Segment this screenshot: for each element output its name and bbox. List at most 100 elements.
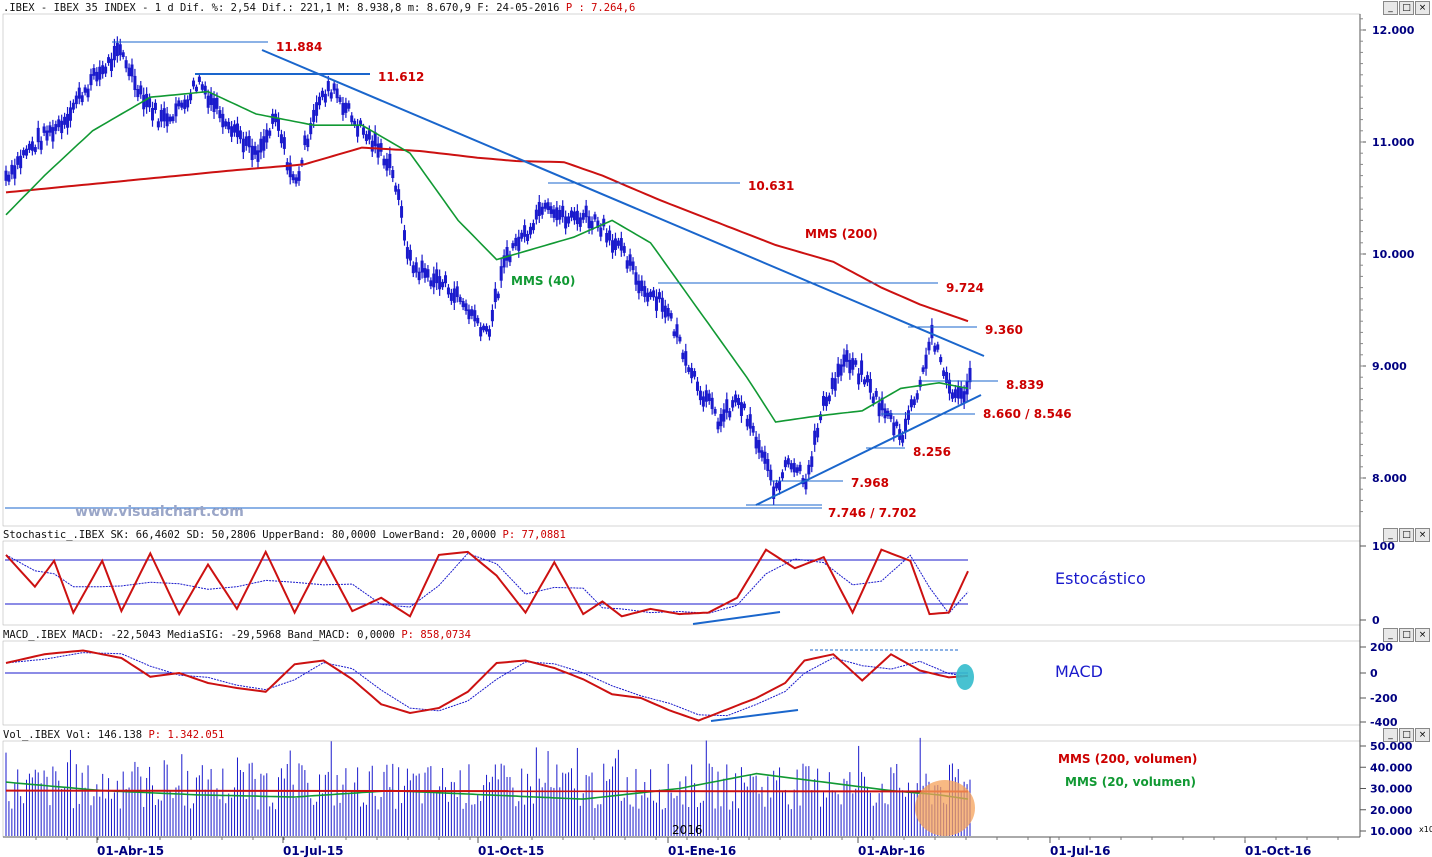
price-candle [613, 238, 617, 250]
maximize-button[interactable]: □ [1399, 1, 1414, 15]
price-candle [693, 371, 697, 377]
price-candle [400, 206, 404, 218]
price-candle [848, 359, 852, 374]
level-label: 11.612 [378, 70, 424, 84]
price-candle [877, 403, 881, 417]
price-candle [912, 399, 916, 406]
price-candle [104, 66, 108, 74]
price-candle [742, 403, 746, 409]
ma40-line [5, 90, 969, 423]
minimize-button[interactable]: _ [1383, 628, 1398, 642]
price-candle [739, 402, 743, 416]
price-candle [312, 109, 316, 122]
date: 24-05-2016 [496, 2, 560, 14]
price-candle [772, 486, 776, 499]
close-button[interactable]: × [1415, 528, 1430, 542]
price-axis: 12.000 11.000 10.000 9.000 8.000 [1360, 18, 1415, 513]
price-window-buttons: _ □ × [1383, 1, 1430, 15]
price-candle [657, 292, 661, 300]
macd-signal-line [5, 652, 969, 717]
price-candle [704, 390, 708, 402]
price-candle [80, 95, 84, 103]
price-candle [323, 93, 327, 103]
price-candle [227, 121, 231, 130]
price-candle [341, 102, 345, 115]
price-candle [956, 386, 960, 399]
price-candle [402, 230, 406, 241]
price-candle [945, 372, 949, 383]
price-candle [701, 396, 705, 407]
price-candle [391, 170, 395, 179]
price-candle [540, 206, 544, 215]
price-candle [927, 341, 931, 351]
price-candle [60, 120, 64, 134]
price-candle [845, 350, 849, 362]
price-candle [798, 464, 802, 472]
price-candle [731, 400, 735, 408]
price-candle [909, 399, 913, 408]
vol200-label: MMS (200, volumen) [1058, 752, 1197, 766]
close-button[interactable]: × [1415, 728, 1430, 742]
price-candle [687, 367, 691, 372]
price-candle [77, 87, 81, 99]
price-candle [153, 102, 157, 110]
price-candle [142, 94, 146, 110]
maximize-button[interactable]: □ [1399, 728, 1414, 742]
price-candle [505, 247, 509, 261]
price-candle [493, 288, 497, 303]
price-candle [101, 65, 105, 75]
price-candle [921, 367, 925, 372]
price-candle [200, 84, 204, 90]
price-candle [751, 425, 755, 433]
price-candle [526, 234, 530, 241]
price-candle [669, 313, 673, 319]
level-label: 7.746 / 7.702 [828, 506, 917, 520]
vol-tick-label: 10.000 [1370, 825, 1413, 838]
price-candle [115, 42, 119, 57]
price-candle [397, 189, 401, 200]
change: 221,1 [300, 2, 332, 14]
minimize-button[interactable]: _ [1383, 528, 1398, 542]
price-candle [165, 113, 169, 127]
price-candle [411, 265, 415, 274]
close-button[interactable]: × [1415, 628, 1430, 642]
price-candle [734, 394, 738, 403]
price-candle [874, 390, 878, 397]
price-header: .IBEX - IBEX 35 INDEX - 1 d Dif. %: 2,54… [3, 2, 636, 14]
price-candle [315, 102, 319, 116]
stoch-axis: 100 0 [1360, 540, 1395, 627]
close-button[interactable]: × [1415, 1, 1430, 15]
price-candle [68, 107, 72, 121]
price-candle [426, 269, 430, 278]
stoch-panel[interactable] [2, 540, 1361, 626]
price-tick-label: 8.000 [1372, 472, 1407, 485]
minimize-button[interactable]: _ [1383, 1, 1398, 15]
price-candle [291, 174, 295, 181]
price-candle [567, 216, 571, 224]
price-candle [649, 291, 653, 298]
price-candle [813, 430, 817, 445]
price-candle [39, 140, 43, 150]
price-candle [36, 127, 40, 143]
price-candle [883, 408, 887, 419]
price-candle [414, 262, 418, 273]
price-candle [737, 397, 741, 405]
price-candle [19, 155, 23, 169]
price-candle [716, 421, 720, 430]
price-candle [107, 57, 111, 63]
price-candle [962, 391, 966, 404]
price-candle [271, 113, 275, 124]
price-candle [643, 286, 647, 297]
price-candle [690, 367, 694, 379]
price-candle [259, 138, 263, 153]
price-candle [546, 202, 550, 211]
price-panel[interactable] [2, 13, 1361, 527]
ma200-line [5, 146, 969, 323]
price-candle [476, 317, 480, 324]
maximize-button[interactable]: □ [1399, 628, 1414, 642]
price-candle [194, 86, 198, 92]
maximize-button[interactable]: □ [1399, 528, 1414, 542]
minimize-button[interactable]: _ [1383, 728, 1398, 742]
price-candle [930, 324, 934, 339]
